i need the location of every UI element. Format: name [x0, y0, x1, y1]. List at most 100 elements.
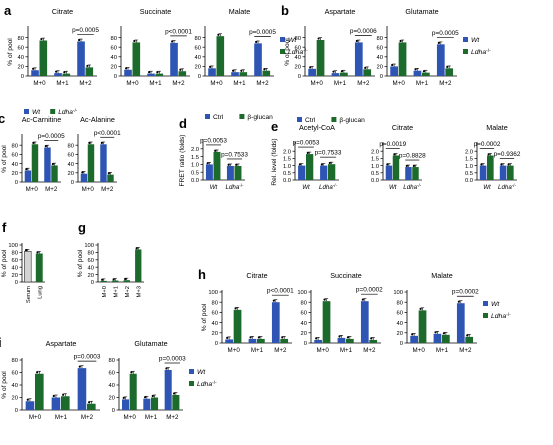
y-tick-label: 1.0	[191, 163, 199, 169]
y-tick-label: 100	[84, 243, 94, 249]
p-value-label: p=0.7533	[221, 151, 248, 158]
y-tick-label: 60	[397, 311, 403, 317]
y-tick-label: 0	[298, 74, 301, 80]
y-tick-label: 40	[295, 55, 301, 61]
panel-label: a	[4, 3, 12, 18]
data-point	[135, 247, 138, 250]
data-point	[507, 163, 510, 166]
y-tick-label: 60	[12, 258, 18, 264]
data-point	[323, 298, 326, 301]
legend-swatch	[280, 49, 285, 54]
legend-label: Ldha-/-	[58, 108, 78, 117]
y-tick-label: 20	[12, 171, 18, 177]
bar-ctrl-ldha	[226, 165, 234, 180]
y-axis-label: % of pool	[1, 145, 8, 173]
chart-title: Citrate	[246, 271, 267, 280]
panel-label: b	[281, 3, 289, 18]
legend-label: Wt	[32, 109, 41, 116]
y-tick-label: 60	[301, 311, 307, 317]
data-point	[370, 337, 373, 340]
bar-wt-m0	[80, 173, 88, 182]
p-value-label: p=0.8828	[399, 153, 426, 160]
data-point	[414, 68, 417, 71]
data-point	[412, 164, 415, 167]
chart-h-malate: Malate 0 20 40 60 80 100 M+0 M+1 M+2 p=0.0002 Wt Ldh…	[393, 271, 511, 354]
bar-ldha-m0	[39, 40, 48, 76]
data-point	[125, 67, 128, 70]
y-tick-label: 0.0	[283, 178, 291, 184]
y-tick-label: 60	[12, 153, 18, 159]
bar-green-m3	[135, 249, 142, 282]
p-value-label: p=0.0002	[356, 287, 383, 294]
chart-title: Ac-Alanine	[80, 115, 115, 124]
data-point	[257, 336, 261, 339]
p-value-label: p=0.0005	[249, 29, 276, 36]
p-value-label: p=0.0002	[474, 141, 501, 148]
x-tick-label: Wt	[483, 184, 491, 191]
y-tick-label: 0	[198, 74, 201, 80]
data-point	[364, 66, 367, 69]
legend: Wt Ldha-/-	[280, 37, 308, 56]
y-tick-label: 1.5	[465, 157, 473, 163]
data-point	[309, 66, 312, 69]
y-tick-label: 0.0	[371, 178, 379, 184]
y-tick-label: 100	[393, 290, 403, 296]
x-tick-label: M+3	[136, 286, 142, 297]
bar-ldha-m1	[62, 73, 71, 76]
data-point	[232, 69, 235, 72]
y-tick-label: 0.0	[191, 178, 199, 184]
data-point	[32, 141, 35, 144]
bar-ctrl-ldha	[320, 165, 328, 180]
p-value-label: p=0.0002	[452, 289, 479, 296]
bar-glucan-ldha	[328, 164, 336, 180]
legend-label: Ldha-/-	[197, 380, 217, 389]
y-tick-label: 0	[112, 408, 115, 414]
bar-ldha-m2	[178, 71, 187, 76]
bar-wt-m0	[31, 70, 39, 76]
bar-ldha-m1	[422, 72, 430, 76]
data-point	[317, 37, 320, 40]
data-point	[52, 394, 55, 398]
data-point	[355, 39, 358, 43]
data-point	[340, 70, 344, 73]
y-tick-label: 2.0	[283, 149, 291, 155]
x-tick-label: M+0	[33, 80, 46, 87]
chart-title: Ac-Carnitine	[22, 115, 62, 124]
data-point	[263, 68, 266, 71]
x-tick-label: M+2	[45, 186, 58, 193]
data-point	[172, 392, 176, 395]
x-tick-label: Wt	[210, 184, 218, 191]
y-tick-label: 20	[109, 396, 115, 402]
y-axis-label: % of pool	[201, 303, 208, 331]
data-point	[40, 37, 43, 41]
x-tick-label: M+2	[459, 347, 472, 354]
bar-ldha-m1	[346, 338, 354, 343]
x-tick-label: M+1	[233, 80, 246, 87]
bar-ctrl-ldha	[499, 165, 507, 180]
legend: Ctrl β-glucan	[297, 117, 365, 124]
chart-title: Malate	[486, 123, 508, 132]
y-tick-label: 20	[195, 65, 201, 71]
x-tick-label: M+0	[102, 286, 108, 297]
x-tick-label: M+0	[317, 347, 330, 354]
data-point	[442, 332, 446, 335]
x-tick-label: M+1	[340, 347, 353, 354]
bar-ldha-m2	[445, 68, 454, 76]
x-tick-label: M+2	[363, 347, 376, 354]
p-value-label: p=0.0003	[74, 354, 101, 361]
x-tick-label: Ldha-/-	[498, 183, 516, 192]
x-tick-label: M+2	[274, 347, 287, 354]
p-value-label: p=0.0003	[159, 356, 186, 363]
legend: Ctrl β-glucan	[205, 114, 273, 121]
chart-b-glutamate: Glutamate 0 20 40 60 80 M+0 M+1 M+2 p=0.0005 Wt Ldh…	[377, 7, 492, 87]
x-tick-label: M+0	[210, 80, 223, 87]
y-tick-label: 60	[295, 45, 301, 51]
bar-glucan-wt	[392, 155, 400, 180]
bar-wt-m0	[314, 339, 322, 343]
legend-swatch	[297, 117, 302, 122]
y-tick-label: 2.0	[371, 149, 379, 155]
x-tick-label: M+1	[416, 80, 429, 87]
y-tick-label: 0	[15, 280, 18, 286]
data-point	[480, 163, 483, 166]
legend-swatch	[189, 369, 194, 374]
